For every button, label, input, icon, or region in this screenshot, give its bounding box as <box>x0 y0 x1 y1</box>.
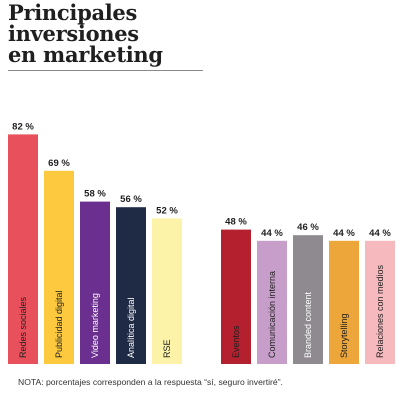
category-label-rse: RSE <box>162 339 172 358</box>
title-line-1: Principales <box>8 0 138 25</box>
category-label-analitica-digital: Analítica digital <box>126 297 136 358</box>
value-label-rse: 52 % <box>156 205 178 216</box>
bar-redes-sociales <box>8 134 38 364</box>
value-label-analitica-digital: 56 % <box>120 194 142 205</box>
category-label-video-marketing: Video marketing <box>90 293 100 358</box>
chart-title: Principales inversiones en marketing <box>8 2 308 65</box>
title-line-3: en marketing <box>8 42 163 67</box>
value-label-storytelling: 44 % <box>333 228 355 239</box>
bar-eventos <box>221 229 251 364</box>
category-label-relaciones-con-medios: Relaciones con medios <box>375 264 385 358</box>
footnote: NOTA: porcentajes corresponden a la resp… <box>18 377 283 387</box>
bar-comunicacion-interna <box>257 240 287 364</box>
category-label-branded-content: Branded content <box>303 291 313 358</box>
value-label-comunicacion-interna: 44 % <box>261 228 283 239</box>
category-label-redes-sociales: Redes sociales <box>18 296 28 358</box>
bar-rse <box>152 218 182 364</box>
value-label-video-marketing: 58 % <box>84 189 106 200</box>
title-divider <box>8 70 203 71</box>
category-label-comunicacion-interna: Comunicación interna <box>267 271 277 358</box>
bar-publicidad-digital <box>44 170 74 364</box>
category-label-storytelling: Storytelling <box>339 313 349 358</box>
value-label-relaciones-con-medios: 44 % <box>369 228 391 239</box>
bar-relaciones-con-medios <box>365 240 395 364</box>
category-label-eventos: Eventos <box>231 325 241 358</box>
title-line-2: inversiones <box>8 21 139 46</box>
value-label-eventos: 48 % <box>225 217 247 228</box>
bar-analitica-digital <box>116 207 146 364</box>
value-label-redes-sociales: 82 % <box>12 121 34 132</box>
category-label-publicidad-digital: Publicidad digital <box>54 290 64 358</box>
value-label-publicidad-digital: 69 % <box>48 158 70 169</box>
value-label-branded-content: 46 % <box>297 222 319 233</box>
bar-branded-content <box>293 235 323 364</box>
bar-video-marketing <box>80 201 110 364</box>
bar-storytelling <box>329 240 359 364</box>
